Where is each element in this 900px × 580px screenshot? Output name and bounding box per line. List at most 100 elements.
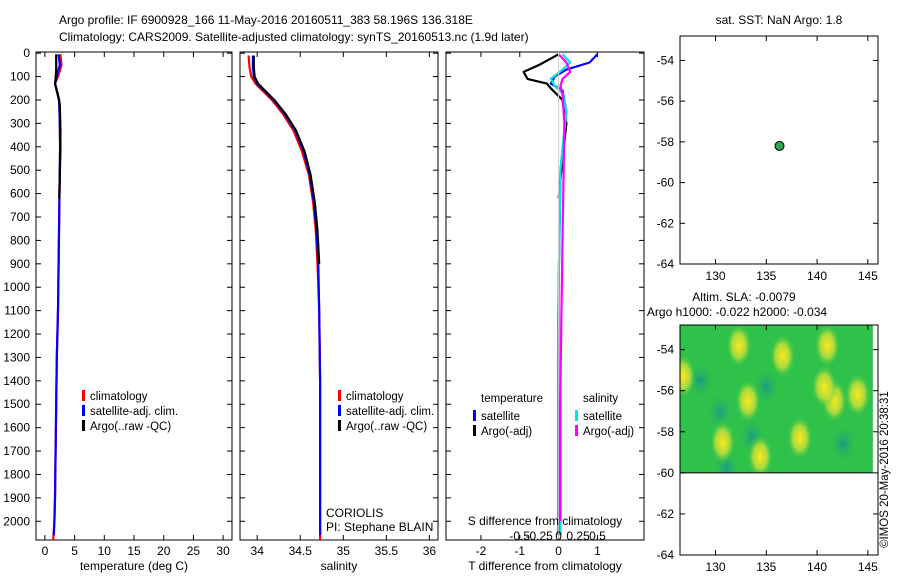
- x-tick-label: 145: [858, 269, 878, 283]
- sla-high-anomaly: [680, 354, 697, 399]
- y-tick-label: 1300: [3, 350, 30, 364]
- y-tick-label: -62: [657, 216, 675, 230]
- x-tick-label: -2: [476, 544, 487, 558]
- x-tick-label: 36: [423, 544, 437, 558]
- location-map-panel: 130 135 140 145 -54 -56 -58 -60 -62 -64 sat. SST: …: [657, 13, 879, 283]
- x-tick-label: 1: [594, 544, 601, 558]
- sla-high-anomaly: [811, 364, 838, 409]
- y-tick-label: 200: [10, 93, 30, 107]
- top-tick-label: 0.5: [589, 529, 606, 543]
- y-tick-label: 0: [23, 46, 30, 60]
- legend-swatch: [473, 425, 476, 436]
- y-tick-label: 400: [10, 140, 30, 154]
- y-tick-label: 1900: [3, 491, 30, 505]
- x-tick-label: 0: [555, 544, 562, 558]
- legend-swatch: [338, 390, 341, 401]
- x-tick-label: 135: [756, 269, 776, 283]
- x-tick-label: 5: [71, 544, 78, 558]
- altimetry-map-panel: 130 135 140 145 -54 -56 -58 -60 -62 -64 Altim. SLA…: [647, 290, 879, 574]
- y-tick-label: 1000: [3, 280, 30, 294]
- x-axis-label: T difference from climatology: [468, 559, 622, 573]
- y-tick-label: -58: [657, 425, 675, 439]
- y-tick-label: -56: [657, 94, 675, 108]
- legend-label: climatology: [346, 391, 404, 403]
- difference-panel: -2 -1 0 1T difference from climatology tempe…: [445, 51, 645, 573]
- y-tick-label: 100: [10, 70, 30, 84]
- legend-label: satellite-adj. clim.: [346, 406, 434, 418]
- legend-swatch: [338, 405, 341, 416]
- sla-high-anomaly: [769, 333, 796, 378]
- x-tick-label: 145: [858, 560, 878, 574]
- y-tick-label: 2000: [3, 514, 30, 528]
- x-tick-label: 0: [42, 544, 49, 558]
- figure-title-line1: Argo profile: IF 6900928_166 11-May-2016…: [59, 13, 473, 27]
- figure-title-line2: Climatology: CARS2009. Satellite-adjuste…: [59, 30, 529, 44]
- sla-field: [680, 325, 873, 473]
- x-tick-label: 140: [807, 269, 827, 283]
- sla-high-anomaly: [735, 378, 762, 423]
- x-tick-label: 15: [127, 544, 141, 558]
- x-tick-label: 130: [706, 560, 726, 574]
- y-tick-label: -60: [657, 176, 675, 190]
- top-tick-label: -0.5: [509, 529, 530, 543]
- legend-title-salinity: salinity: [583, 393, 618, 405]
- location-map-title: sat. SST: NaN Argo: 1.8: [716, 13, 843, 27]
- x-tick-label: 35: [337, 544, 351, 558]
- plot-frame: [239, 51, 439, 541]
- x-tick-label: 130: [706, 269, 726, 283]
- legend-label: Argo(-adj): [583, 426, 634, 438]
- x-tick-label: 35.5: [375, 544, 399, 558]
- platform-annotation: PI: Stephane BLAIN: [326, 520, 433, 534]
- y-tick-label: -60: [657, 466, 675, 480]
- top-tick-label: 0.25: [566, 529, 590, 543]
- x-tick-label: 135: [756, 560, 776, 574]
- y-tick-label: 800: [10, 233, 30, 247]
- sla-low-anomaly: [829, 424, 858, 465]
- legend-swatch: [82, 420, 85, 431]
- altimetry-title-1: Altim. SLA: -0.0079: [692, 290, 796, 304]
- x-axis-label: temperature (deg C): [80, 559, 188, 573]
- top-tick-label: -0.25: [525, 529, 553, 543]
- legend-label: satellite: [583, 411, 622, 423]
- y-tick-label: -54: [657, 343, 675, 357]
- plot-frame: [35, 51, 233, 541]
- y-tick-label: -62: [657, 507, 675, 521]
- y-tick-label: 300: [10, 116, 30, 130]
- x-tick-label: 25: [187, 544, 201, 558]
- sla-high-anomaly: [709, 420, 736, 465]
- top-tick-label: 0: [555, 529, 562, 543]
- legend-swatch: [575, 410, 578, 421]
- y-tick-label: 1800: [3, 467, 30, 481]
- sla-high-anomaly: [786, 415, 813, 460]
- legend-label: climatology: [90, 391, 148, 403]
- altimetry-title-2: Argo h1000: -0.022 h2000: -0.034: [647, 305, 827, 319]
- x-tick-label: 34.5: [289, 544, 313, 558]
- legend-swatch: [82, 405, 85, 416]
- y-tick-label: 1500: [3, 397, 30, 411]
- top-axis-label: S difference from climatology: [468, 514, 623, 528]
- temperature-panel: 0 5 10 15 20 25 300100200300400500600700800900…: [3, 46, 233, 573]
- sla-high-anomaly: [844, 372, 871, 417]
- x-tick-label: -1: [514, 544, 525, 558]
- map-frame: [679, 35, 879, 265]
- x-tick-label: 30: [216, 544, 230, 558]
- y-tick-label: 700: [10, 210, 30, 224]
- legend-swatch: [82, 390, 85, 401]
- legend-swatch: [338, 420, 341, 431]
- x-tick-label: 140: [807, 560, 827, 574]
- y-tick-label: 1700: [3, 444, 30, 458]
- map-frame: [679, 324, 879, 556]
- x-axis-label: salinity: [321, 559, 358, 573]
- y-tick-label: -64: [657, 548, 675, 562]
- salinity-panel: 34 34.5 35 35.5 36 salinity climatology satelli…: [239, 51, 439, 573]
- platform-annotation: CORIOLIS: [326, 506, 383, 520]
- sla-high-anomaly: [814, 325, 841, 368]
- series-line-argo-raw-qc: [252, 55, 321, 264]
- y-tick-label: -58: [657, 135, 675, 149]
- float-location-marker: [774, 140, 785, 151]
- legend-label: Argo(..raw -QC): [346, 421, 427, 433]
- y-tick-label: 1100: [4, 304, 30, 318]
- y-tick-label: 900: [10, 257, 30, 271]
- legend-label: Argo(-adj): [481, 426, 532, 438]
